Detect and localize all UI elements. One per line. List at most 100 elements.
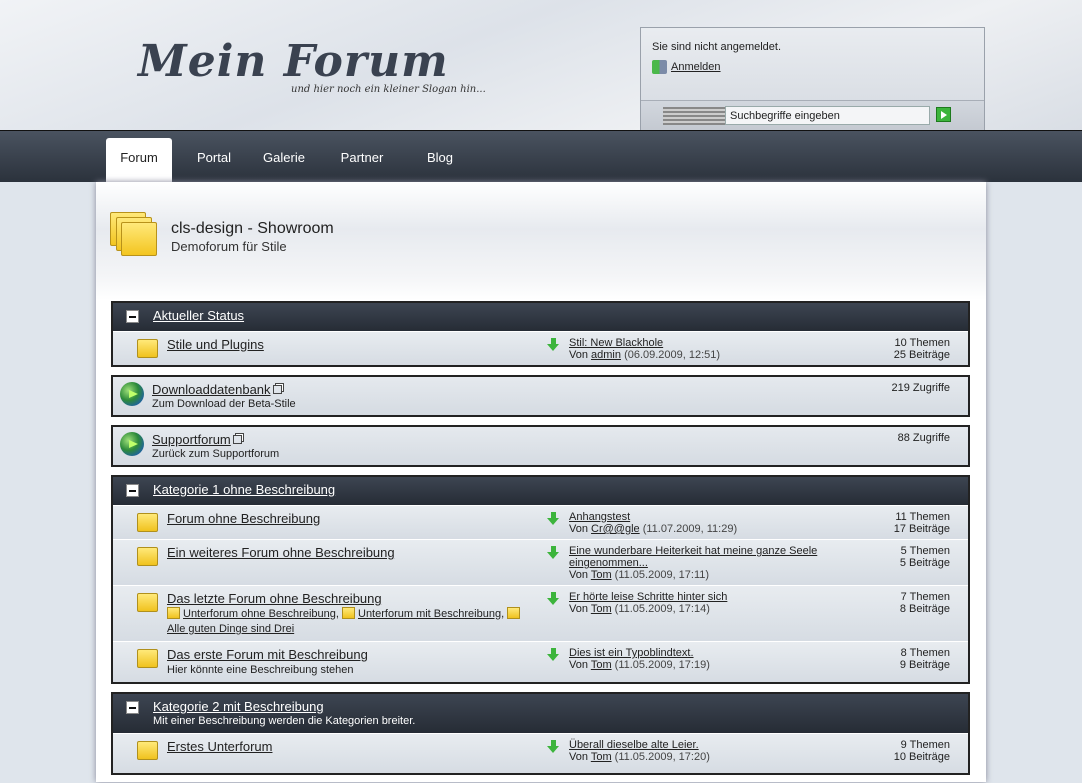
- last-post-title-line: Anhangstest: [569, 511, 841, 523]
- last-post-author[interactable]: Tom: [590, 569, 612, 581]
- board-info: Das letzte Forum ohne Beschreibung Unterf…: [113, 591, 547, 637]
- board-row: Das letzte Forum ohne Beschreibung Unterf…: [113, 585, 968, 641]
- link-forum-info: Supportforum Zurück zum Supportforum: [152, 432, 279, 461]
- link-forum[interactable]: Downloaddatenbank: [152, 382, 296, 398]
- last-post-author[interactable]: Cr@@gle: [591, 523, 640, 535]
- board-info: Ein weiteres Forum ohne Beschreibung: [113, 545, 547, 581]
- board-stats: 8 Themen 9 Beiträge: [900, 647, 968, 678]
- board-stats: 5 Themen 5 Beiträge: [900, 545, 968, 581]
- last-post-meta: Von Tom (11.05.2009, 17:11): [569, 569, 841, 581]
- last-post-title[interactable]: Anhangstest: [569, 511, 631, 523]
- category-description: Mit einer Beschreibung werden die Katego…: [153, 715, 416, 727]
- category-title[interactable]: Aktueller Status: [153, 308, 245, 323]
- go-to-last-post-icon[interactable]: [547, 546, 560, 559]
- last-post-title[interactable]: Er hörte leise Schritte hinter sich: [569, 591, 728, 603]
- post-count: 9 Beiträge: [899, 659, 950, 671]
- login-link-label[interactable]: Anmelden: [671, 61, 721, 73]
- subforum-link[interactable]: Unterforum ohne Beschreibung: [183, 608, 336, 620]
- page-title: cls-design - Showroom: [171, 220, 334, 237]
- last-post-title[interactable]: Stil: New Blackhole: [569, 337, 664, 349]
- tab-portal[interactable]: Portal: [197, 150, 231, 165]
- login-link[interactable]: Anmelden: [652, 60, 721, 74]
- board-name[interactable]: Ein weiteres Forum ohne Beschreibung: [167, 545, 395, 560]
- thread-count: 5 Themen: [900, 545, 950, 557]
- post-count: 17 Beiträge: [893, 523, 950, 535]
- tab-galerie[interactable]: Galerie: [263, 150, 305, 165]
- last-post-author[interactable]: Tom: [590, 659, 612, 671]
- board-name[interactable]: Erstes Unterforum: [167, 739, 273, 754]
- search-input[interactable]: [725, 106, 930, 125]
- link-forum-description: Zurück zum Supportforum: [152, 448, 280, 460]
- link-forum-info: Downloaddatenbank Zum Download der Beta-S…: [152, 382, 296, 411]
- board-stats: 7 Themen 8 Beiträge: [900, 591, 968, 637]
- subforum-list: Unterforum ohne Beschreibung, Unterforum…: [167, 607, 539, 637]
- globe-link-icon: [120, 432, 144, 456]
- by-prefix: Von: [569, 751, 588, 763]
- by-prefix: Von: [569, 349, 588, 361]
- globe-link-icon: [120, 382, 144, 406]
- last-post-date: (11.05.2009, 17:11): [614, 569, 710, 581]
- last-post-title-line: Er hörte leise Schritte hinter sich: [569, 591, 841, 603]
- link-forum-name[interactable]: Supportforum: [152, 432, 231, 447]
- separator: ,: [335, 608, 342, 620]
- board-info: Forum ohne Beschreibung: [113, 511, 547, 535]
- last-post: Er hörte leise Schritte hinter sich Von T…: [547, 591, 847, 637]
- go-to-last-post-icon[interactable]: [547, 592, 560, 605]
- category-header: Aktueller Status: [113, 303, 968, 331]
- search-submit-button[interactable]: [936, 107, 951, 122]
- last-post-author[interactable]: Tom: [590, 751, 612, 763]
- last-post: Überall dieselbe alte Leier. Von Tom (11.…: [547, 739, 847, 769]
- login-icon: [652, 60, 667, 74]
- last-post-title[interactable]: Eine wunderbare Heiterkeit hat meine gan…: [569, 545, 818, 569]
- board-name[interactable]: Stile und Plugins: [167, 337, 264, 352]
- link-forum-row: Supportforum Zurück zum Supportforum 88 Zu…: [113, 427, 968, 465]
- section-link: Downloaddatenbank Zum Download der Beta-S…: [111, 375, 970, 417]
- last-post-date: (11.07.2009, 11:29): [642, 523, 738, 535]
- board-name[interactable]: Forum ohne Beschreibung: [167, 511, 321, 526]
- tab-forum[interactable]: Forum: [106, 138, 172, 183]
- header: Mein Forum und hier noch ein kleiner Slo…: [0, 0, 1082, 131]
- collapse-toggle-icon[interactable]: [126, 310, 139, 323]
- external-link-icon: [232, 435, 242, 444]
- last-post-author[interactable]: admin: [591, 349, 621, 361]
- folder-icon: [110, 212, 158, 256]
- last-post-meta: Von admin (06.09.2009, 12:51): [569, 349, 841, 361]
- tab-partner[interactable]: Partner: [340, 150, 384, 165]
- last-post: Eine wunderbare Heiterkeit hat meine gan…: [547, 545, 847, 581]
- collapse-toggle-icon[interactable]: [126, 484, 139, 497]
- last-post-title[interactable]: Überall dieselbe alte Leier.: [569, 739, 699, 751]
- go-to-last-post-icon[interactable]: [547, 338, 560, 351]
- by-prefix: Von: [569, 569, 588, 581]
- board-name[interactable]: Das letzte Forum ohne Beschreibung: [167, 591, 382, 606]
- by-prefix: Von: [569, 523, 588, 535]
- subforum-folder-icon: [167, 607, 180, 619]
- go-to-last-post-icon[interactable]: [547, 512, 560, 525]
- link-forum[interactable]: Supportforum: [152, 432, 279, 448]
- thread-count: 10 Themen: [894, 337, 950, 349]
- board-row: Das erste Forum mit Beschreibung Hier kön…: [113, 641, 968, 682]
- category-title[interactable]: Kategorie 1 ohne Beschreibung: [153, 482, 336, 497]
- board-stats: 11 Themen 17 Beiträge: [894, 511, 968, 535]
- link-forum-name[interactable]: Downloaddatenbank: [152, 382, 271, 397]
- tab-blog[interactable]: Blog: [426, 150, 454, 165]
- category-title[interactable]: Kategorie 2 mit Beschreibung: [153, 699, 324, 714]
- board-name[interactable]: Das erste Forum mit Beschreibung: [167, 647, 368, 662]
- folder-icon: [137, 513, 158, 532]
- subforum-link[interactable]: Alle guten Dinge sind Drei: [167, 623, 295, 635]
- logo[interactable]: Mein Forum: [138, 36, 449, 87]
- section-category: Kategorie 1 ohne Beschreibung Forum ohne …: [111, 475, 970, 684]
- collapse-toggle-icon[interactable]: [126, 701, 139, 714]
- go-to-last-post-icon[interactable]: [547, 648, 560, 661]
- main-content: cls-design - Showroom Demoforum für Stil…: [96, 182, 986, 782]
- go-to-last-post-icon[interactable]: [547, 740, 560, 753]
- login-status: Sie sind nicht angemeldet.: [652, 41, 782, 53]
- forum-sections: Aktueller Status Stile und Plugins Stil: N…: [111, 301, 970, 783]
- post-count: 8 Beiträge: [899, 603, 950, 615]
- last-post-title[interactable]: Dies ist ein Typoblindtext.: [569, 647, 694, 659]
- last-post-date: (06.09.2009, 12:51): [624, 349, 721, 361]
- board-row: Stile und Plugins Stil: New Blackhole Von …: [113, 331, 968, 365]
- last-post: Stil: New Blackhole Von admin (06.09.2009…: [547, 337, 847, 361]
- last-post-author[interactable]: Tom: [590, 603, 612, 615]
- subforum-link[interactable]: Unterforum mit Beschreibung: [358, 608, 502, 620]
- board-description: Hier könnte eine Beschreibung stehen: [167, 664, 354, 676]
